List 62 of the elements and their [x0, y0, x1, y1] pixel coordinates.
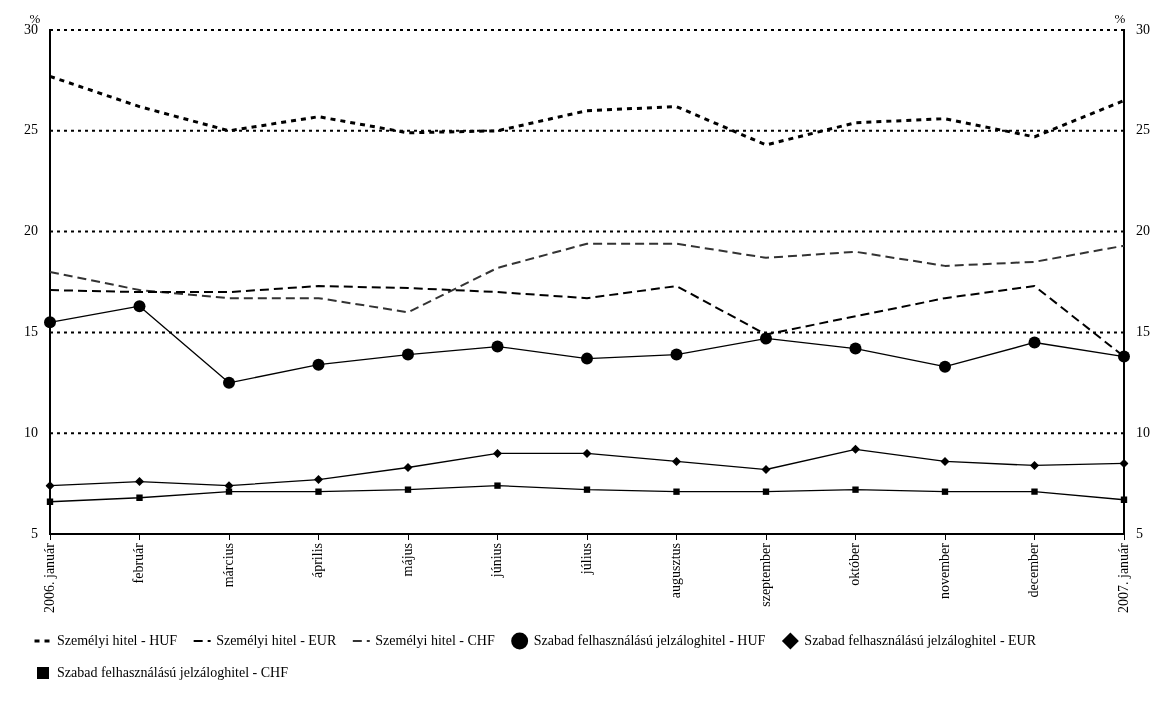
- point: [761, 465, 771, 475]
- point: [136, 494, 143, 501]
- point: [403, 462, 413, 472]
- x-tick-label: július: [578, 543, 594, 576]
- y2-tick-label: 30: [1136, 21, 1150, 37]
- point: [314, 475, 323, 485]
- point: [939, 360, 951, 373]
- point: [940, 456, 950, 466]
- point: [1028, 336, 1041, 349]
- point: [493, 448, 502, 458]
- point: [670, 348, 683, 361]
- x-tick-label: október: [847, 542, 863, 586]
- legend-label: Személyi hitel - CHF: [375, 632, 495, 648]
- x-tick-label: április: [310, 543, 326, 579]
- point: [45, 481, 55, 491]
- y2-tick-label: 5: [1136, 525, 1143, 541]
- x-tick-label: november: [936, 542, 952, 599]
- legend-label: Szabad felhasználású jelzáloghitel - EUR: [804, 632, 1037, 648]
- x-tick-label: február: [131, 542, 147, 584]
- legend-label: Személyi hitel - EUR: [216, 632, 337, 648]
- point: [312, 358, 325, 371]
- point: [494, 482, 501, 489]
- y-tick-label: 15: [24, 324, 38, 340]
- point: [133, 300, 146, 313]
- y2-tick-label: 10: [1136, 424, 1150, 440]
- point: [673, 488, 680, 495]
- point: [1031, 488, 1038, 495]
- point: [135, 477, 144, 487]
- point: [404, 486, 412, 493]
- x-tick-label: december: [1026, 542, 1042, 598]
- x-tick-label: március: [220, 543, 236, 588]
- x-tick-label: május: [399, 543, 415, 577]
- legend-label: Szabad felhasználású jelzáloghitel - HUF: [533, 632, 766, 648]
- point: [581, 352, 593, 365]
- y2-tick-label: 25: [1136, 122, 1150, 138]
- y2-axis-title: %: [1114, 11, 1126, 27]
- x-tick-label: szeptember: [757, 542, 773, 607]
- x-tick-label: 2007. január: [1115, 542, 1131, 613]
- x-tick-label: június: [489, 543, 505, 579]
- point: [491, 340, 504, 353]
- y-tick-label: 10: [24, 424, 38, 440]
- x-tick-label: augusztus: [668, 543, 684, 599]
- point: [223, 376, 235, 389]
- legend-label: Személyi hitel - HUF: [57, 632, 178, 648]
- y2-tick-label: 15: [1136, 324, 1150, 340]
- y-tick-label: 5: [31, 525, 38, 541]
- x-tick-label: 2006. január: [41, 542, 57, 613]
- point: [583, 486, 591, 493]
- y-tick-label: 25: [24, 122, 38, 138]
- legend-label: Szabad felhasználású jelzáloghitel - CHF: [57, 664, 289, 680]
- point: [402, 348, 414, 361]
- point: [672, 456, 681, 466]
- y2-tick-label: 20: [1136, 223, 1150, 239]
- point: [851, 444, 860, 454]
- point: [582, 448, 592, 458]
- line-series: [49, 242, 1125, 314]
- y-tick-label: 20: [24, 223, 38, 239]
- point: [852, 486, 859, 493]
- point: [44, 316, 56, 329]
- point: [315, 488, 322, 495]
- point: [1030, 460, 1039, 470]
- point: [849, 342, 862, 355]
